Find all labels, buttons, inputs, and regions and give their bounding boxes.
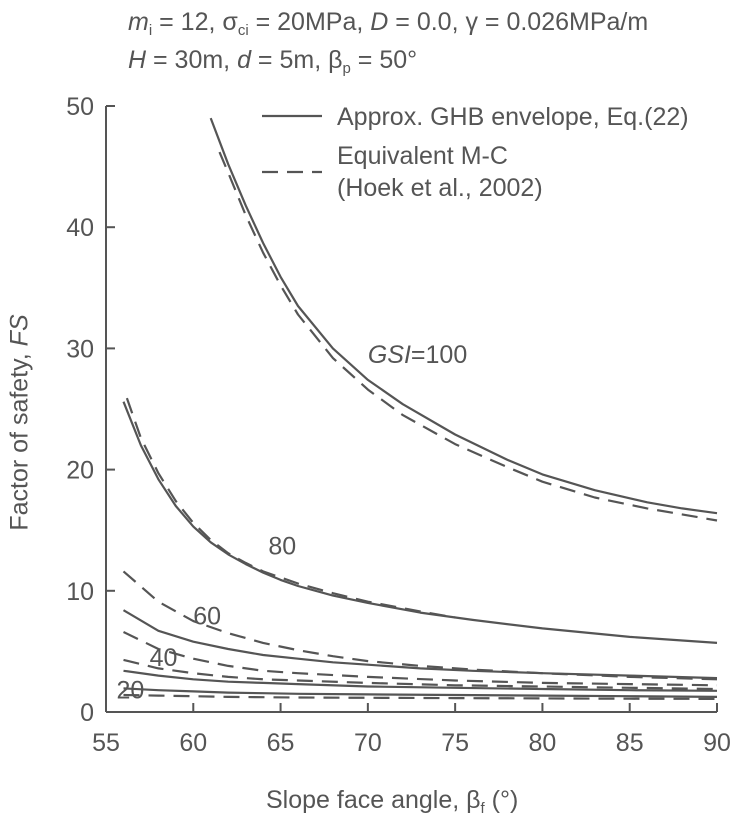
x-axis-label: Slope face angle, βf (°): [266, 786, 518, 817]
x-axis-label-subscript: f: [480, 800, 485, 817]
param-mi-subscript: i: [148, 22, 153, 39]
y-axis-label: Factor of safety, FS: [6, 293, 35, 553]
series-line-gsi-100-m-c: [218, 151, 718, 522]
series-line-gsi-80-m-c: [125, 397, 456, 619]
legend-label-mc-ref: (Hoek et al., 2002): [337, 174, 543, 202]
param-d-symbol: D: [370, 8, 389, 36]
param-bp-symbol: β: [328, 46, 343, 74]
y-axis-label-text: Factor of safety,: [5, 346, 34, 531]
x-tick-label-65: 65: [267, 729, 295, 757]
param-height-value: = 30m,: [146, 46, 238, 74]
y-tick-label-50: 50: [66, 93, 94, 121]
legend-label-mc: Equivalent M-C: [337, 142, 508, 170]
series-line-gsi-20-ghb: [123, 687, 718, 698]
param-depth-value: = 5m,: [250, 46, 329, 74]
annotation-gsi-60: 60: [193, 603, 221, 631]
annotation-gsi-100: GSI=100: [368, 341, 467, 369]
series-line-gsi-40-m-c: [123, 631, 718, 687]
param-d-value: = 0.0,: [388, 8, 466, 36]
param-sci-symbol: σ: [222, 8, 238, 36]
legend-label-ghb: Approx. GHB envelope, Eq.(22): [337, 103, 689, 131]
x-tick-label-85: 85: [616, 729, 644, 757]
param-sci-subscript: ci: [237, 22, 249, 39]
x-axis-label-text: Slope face angle, β: [266, 786, 481, 814]
param-bp-value: = 50°: [350, 46, 418, 74]
y-tick-label-40: 40: [66, 214, 94, 242]
x-tick-label-70: 70: [354, 729, 382, 757]
y-tick-label-10: 10: [66, 578, 94, 606]
param-mi-value: = 12,: [152, 8, 223, 36]
annotation-gsi-40: 40: [150, 644, 178, 672]
annotation-gsi-20: 20: [116, 677, 144, 705]
y-tick-label-0: 0: [80, 699, 94, 727]
y-tick-label-30: 30: [66, 335, 94, 363]
param-gamma: γ = 0.026MPa/m: [465, 8, 649, 36]
series-line-gsi-80-ghb: [122, 401, 718, 644]
series-line-gsi-40-m-c-lower: [123, 658, 718, 691]
annotation-gsi-80: 80: [268, 532, 296, 560]
y-tick-label-20: 20: [66, 457, 94, 485]
series-line-gsi-60-m-c: [122, 570, 718, 681]
param-sci-value: = 20MPa,: [248, 8, 371, 36]
x-tick-label-75: 75: [441, 729, 469, 757]
series-line-gsi-20-m-c: [123, 693, 718, 701]
params-line-1: mi = 12, σci = 20MPa, D = 0.0, γ = 0.026…: [128, 8, 648, 39]
x-tick-label-90: 90: [703, 729, 731, 757]
x-tick-label-55: 55: [92, 729, 120, 757]
y-axis-label-italic: FS: [5, 314, 34, 347]
series-line-gsi-100-ghb: [209, 117, 718, 515]
x-axis-label-unit: (°): [484, 786, 519, 814]
x-tick-label-80: 80: [529, 729, 557, 757]
param-depth-symbol: d: [237, 46, 251, 74]
series-line-gsi-40-ghb: [123, 669, 718, 692]
param-height-symbol: H: [128, 46, 147, 74]
x-tick-label-60: 60: [179, 729, 207, 757]
params-line-2: H = 30m, d = 5m, βp = 50°: [128, 46, 417, 77]
param-bp-subscript: p: [342, 60, 351, 77]
param-mi-symbol: m: [128, 8, 149, 36]
